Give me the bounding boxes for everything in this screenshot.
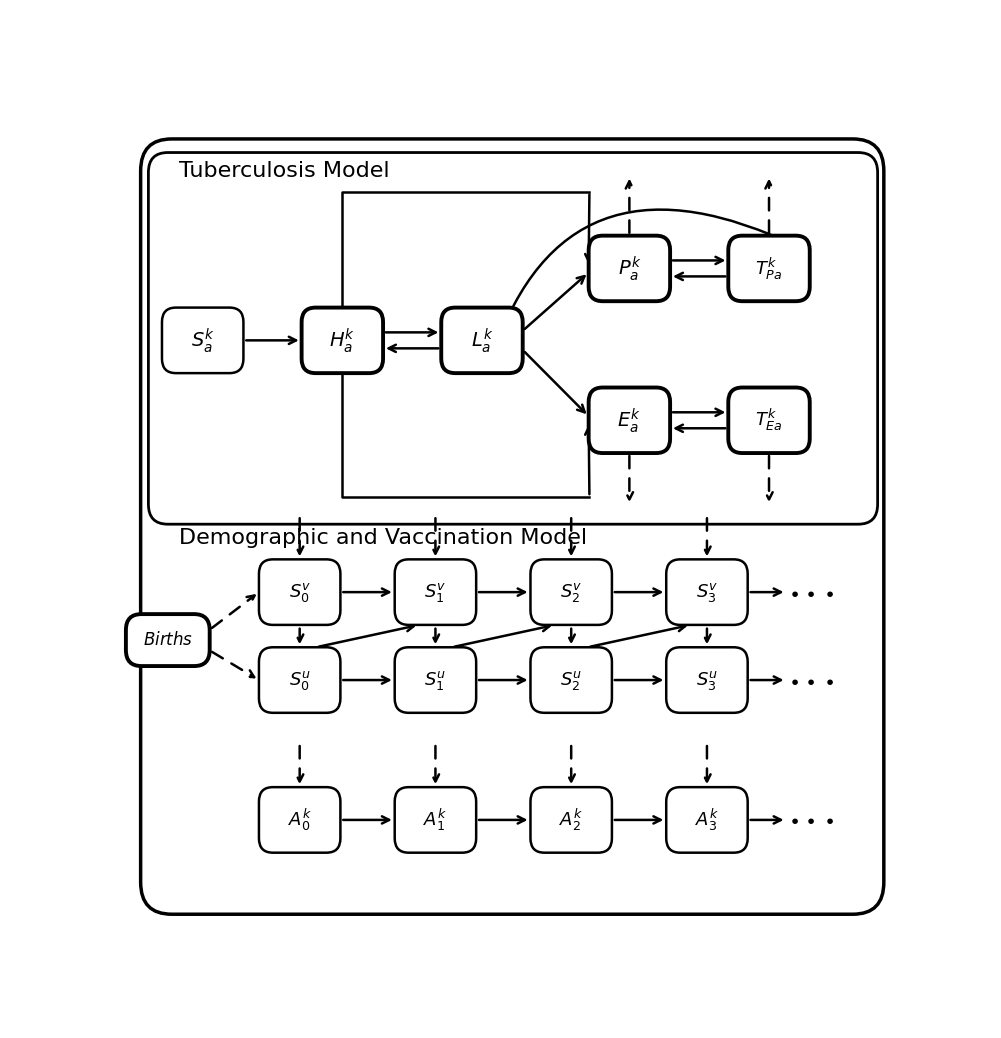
FancyBboxPatch shape [394, 648, 476, 713]
FancyArrowPatch shape [431, 746, 439, 782]
FancyBboxPatch shape [259, 787, 340, 852]
FancyArrowPatch shape [385, 329, 435, 336]
FancyBboxPatch shape [531, 559, 612, 625]
FancyArrowPatch shape [586, 194, 593, 262]
FancyArrowPatch shape [704, 518, 711, 554]
FancyBboxPatch shape [667, 559, 748, 625]
FancyArrowPatch shape [212, 652, 254, 677]
FancyArrowPatch shape [704, 746, 711, 782]
FancyArrowPatch shape [478, 816, 525, 823]
FancyArrowPatch shape [673, 256, 723, 264]
FancyArrowPatch shape [751, 816, 781, 823]
FancyArrowPatch shape [454, 624, 550, 647]
FancyArrowPatch shape [626, 182, 633, 233]
FancyBboxPatch shape [140, 139, 884, 914]
Text: $A^k_3$: $A^k_3$ [695, 807, 719, 834]
FancyBboxPatch shape [441, 307, 523, 373]
FancyArrowPatch shape [751, 589, 781, 596]
FancyArrowPatch shape [766, 182, 773, 233]
Text: $S^v_2$: $S^v_2$ [560, 580, 583, 604]
Text: $S^v_0$: $S^v_0$ [288, 580, 311, 604]
FancyBboxPatch shape [162, 307, 243, 373]
FancyBboxPatch shape [259, 559, 340, 625]
FancyBboxPatch shape [729, 236, 810, 301]
FancyArrowPatch shape [676, 273, 726, 280]
FancyBboxPatch shape [301, 307, 383, 373]
FancyArrowPatch shape [525, 352, 585, 412]
Text: $E^k_a$: $E^k_a$ [618, 406, 642, 435]
Text: $A^k_1$: $A^k_1$ [423, 807, 447, 834]
FancyBboxPatch shape [589, 236, 670, 301]
Text: $A^k_0$: $A^k_0$ [287, 807, 311, 834]
FancyArrowPatch shape [615, 816, 661, 823]
Text: $\bullet\bullet\bullet$: $\bullet\bullet\bullet$ [788, 671, 835, 689]
FancyArrowPatch shape [704, 606, 711, 641]
FancyBboxPatch shape [148, 153, 878, 524]
FancyArrowPatch shape [488, 210, 771, 363]
FancyArrowPatch shape [615, 677, 661, 684]
FancyBboxPatch shape [531, 787, 612, 852]
Text: $\mathit{Births}$: $\mathit{Births}$ [143, 631, 193, 649]
FancyArrowPatch shape [568, 746, 575, 782]
FancyArrowPatch shape [296, 606, 303, 641]
FancyArrowPatch shape [568, 518, 575, 554]
FancyBboxPatch shape [259, 648, 340, 713]
FancyBboxPatch shape [667, 787, 748, 852]
FancyArrowPatch shape [296, 518, 303, 554]
Text: $S^k_a$: $S^k_a$ [190, 326, 215, 355]
FancyBboxPatch shape [394, 787, 476, 852]
Text: $S^u_3$: $S^u_3$ [696, 668, 718, 691]
FancyArrowPatch shape [478, 677, 525, 684]
FancyBboxPatch shape [126, 614, 209, 666]
Text: $H^k_a$: $H^k_a$ [329, 326, 355, 355]
FancyArrowPatch shape [246, 336, 296, 344]
FancyArrowPatch shape [586, 428, 593, 494]
FancyArrowPatch shape [525, 276, 585, 329]
FancyArrowPatch shape [626, 456, 633, 499]
FancyArrowPatch shape [751, 677, 781, 684]
FancyArrowPatch shape [676, 425, 726, 432]
FancyArrowPatch shape [296, 746, 303, 782]
Text: Tuberculosis Model: Tuberculosis Model [179, 161, 390, 181]
Text: $S^u_1$: $S^u_1$ [424, 668, 446, 691]
FancyArrowPatch shape [615, 589, 661, 596]
FancyBboxPatch shape [531, 648, 612, 713]
Text: Demographic and Vaccination Model: Demographic and Vaccination Model [179, 527, 588, 548]
FancyArrowPatch shape [212, 596, 254, 628]
FancyArrowPatch shape [388, 345, 438, 352]
FancyArrowPatch shape [318, 624, 413, 647]
Text: $A^k_2$: $A^k_2$ [560, 807, 584, 834]
FancyBboxPatch shape [729, 387, 810, 453]
Text: $T^k_{Pa}$: $T^k_{Pa}$ [756, 255, 783, 281]
FancyArrowPatch shape [478, 589, 525, 596]
FancyArrowPatch shape [431, 518, 439, 554]
FancyBboxPatch shape [589, 387, 670, 453]
Text: $\bullet\bullet\bullet$: $\bullet\bullet\bullet$ [788, 582, 835, 602]
FancyArrowPatch shape [568, 606, 575, 641]
Text: $\bullet\bullet\bullet$: $\bullet\bullet\bullet$ [788, 811, 835, 829]
Text: $S^v_3$: $S^v_3$ [696, 580, 718, 604]
FancyArrowPatch shape [343, 677, 389, 684]
FancyArrowPatch shape [673, 409, 723, 416]
Text: $S^v_1$: $S^v_1$ [424, 580, 446, 604]
FancyBboxPatch shape [394, 559, 476, 625]
FancyArrowPatch shape [591, 624, 686, 647]
Text: $S^u_0$: $S^u_0$ [288, 668, 310, 691]
Text: $T^k_{Ea}$: $T^k_{Ea}$ [755, 407, 783, 434]
FancyBboxPatch shape [667, 648, 748, 713]
Text: $P^k_a$: $P^k_a$ [618, 254, 641, 282]
FancyArrowPatch shape [343, 816, 389, 823]
Text: $L^k_a$: $L^k_a$ [470, 326, 493, 355]
FancyArrowPatch shape [343, 589, 389, 596]
Text: $S^u_2$: $S^u_2$ [561, 668, 583, 691]
FancyArrowPatch shape [431, 606, 439, 641]
FancyArrowPatch shape [766, 456, 773, 499]
